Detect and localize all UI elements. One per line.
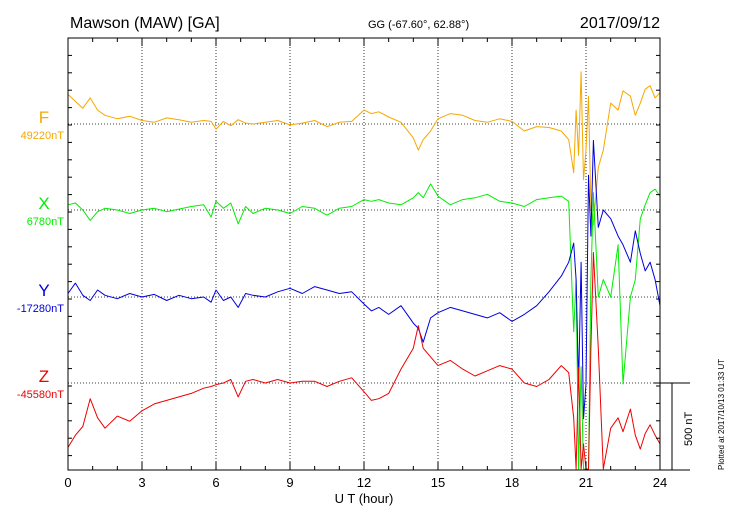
x-tick-label: 18 (505, 475, 519, 490)
coordinates-label: GG (-67.60°, 62.88°) (368, 19, 469, 31)
gridlines (141, 38, 587, 470)
scale-bar-label: 500 nT (683, 411, 695, 446)
x-tick-label: 0 (64, 475, 71, 490)
x-tick-label: 12 (357, 475, 371, 490)
y-minor-ticks (68, 37, 660, 457)
series-line-Z (67, 252, 661, 470)
baseline-value-Z: -45580nT (17, 389, 64, 401)
baseline-value-X: 6780nT (27, 216, 65, 228)
x-tick-label: 9 (286, 475, 293, 490)
baseline-value-Y: -17280nT (17, 303, 64, 315)
x-axis-label: U T (hour) (335, 491, 394, 506)
scale-bar: 500 nT (654, 382, 695, 471)
baseline-value-F: 49220nT (21, 130, 65, 142)
series-lines (67, 71, 661, 470)
x-tick-label: 6 (212, 475, 219, 490)
series-line-Y (67, 139, 661, 420)
x-tick-label: 15 (431, 475, 445, 490)
series-name-F: F (39, 108, 49, 127)
x-tick-label: 24 (653, 475, 667, 490)
series-name-Z: Z (39, 367, 49, 386)
series-name-X: X (38, 194, 49, 213)
x-tick-label: 3 (138, 475, 145, 490)
series-name-Y: Y (38, 281, 49, 300)
x-tick-label: 21 (579, 475, 593, 490)
station-title: Mawson (MAW) [GA] (70, 15, 220, 32)
series-line-F (67, 71, 661, 226)
series-line-X (67, 183, 661, 470)
x-ticks: 0 3 6 9 12 15 18 21 24 (64, 38, 667, 490)
series-labels: F 49220nT X 6780nT Y -17280nT Z -45580nT (17, 108, 64, 401)
plotted-timestamp: Plotted at 2017/10/13 01:33 UT (717, 359, 726, 470)
date-label: 2017/09/12 (580, 15, 660, 32)
